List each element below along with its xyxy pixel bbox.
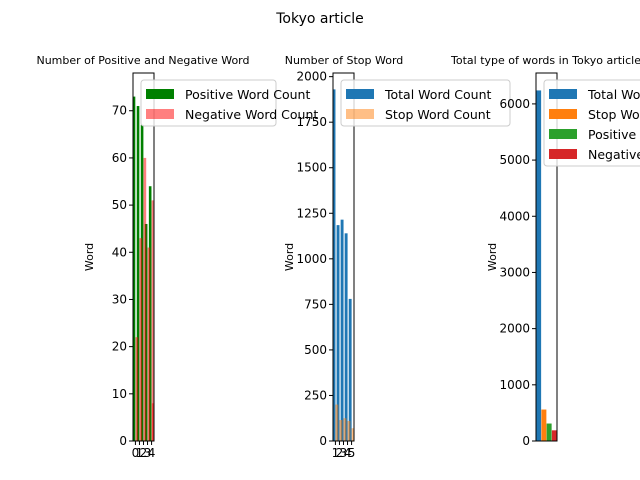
bar [136,106,140,442]
x-tick-label: 3 [144,446,152,460]
figure-title: Tokyo article [275,11,364,27]
legend-box [543,79,640,167]
bar [132,96,136,441]
legend-label: Positive Word Count [588,127,640,142]
y-tick-label: 3000 [499,265,530,279]
y-tick-label: 40 [112,245,127,259]
legend-box [140,79,277,127]
chart-title: Number of Positive and Negative Word [36,54,249,67]
bar [344,233,348,441]
y-tick-label: 20 [112,340,127,354]
x-tick-label: 1 [136,446,144,460]
y-tick-label: 1250 [296,206,327,220]
legend: Positive Word Count Negative Word Count [140,79,318,127]
chart-2: Total type of words in Tokyo article Word… [450,54,640,448]
y-axis-label: Word [83,243,96,271]
x-tick-label: 4 [344,446,352,460]
y-tick-label: 0 [319,434,327,448]
chart-1: Number of Stop Word Word 0 250 500 750 1000 125… [283,54,511,460]
y-tick-label: 1500 [296,161,327,175]
legend-label: Total Word Count [384,87,491,102]
y-tick-label: 6000 [499,97,530,111]
legend-label: Stop Word Count [385,107,491,122]
x-tick-label: 2 [140,446,148,460]
y-tick-label: 1000 [499,378,530,392]
x-tick-label: 4 [148,446,156,460]
legend-label: Total Word Count [587,87,640,102]
charts-container: Number of Positive and Negative Word Word… [36,54,640,460]
bar [343,418,347,441]
axes-frame [535,72,558,442]
x-tick-label: 1 [332,446,340,460]
y-tick-label: 2000 [296,70,327,84]
y-tick-label: 10 [112,387,127,401]
bar [147,247,151,441]
bar [541,409,547,441]
bar [546,423,552,441]
bar [139,238,143,441]
x-tick-label: 3 [340,446,348,460]
y-tick-label: 250 [304,388,327,402]
y-tick-label: 500 [304,343,327,357]
legend-label: Stop Word Count [588,107,640,122]
y-tick-label: 5000 [499,153,530,167]
legend-label: Positive Word Count [185,87,310,102]
y-tick-label: 4000 [499,209,530,223]
chart-title: Total type of words in Tokyo article [450,54,640,67]
y-axis-label: Word [283,243,296,271]
bar [151,200,155,441]
bar [135,337,139,441]
bar [151,403,155,441]
bar [340,219,344,441]
y-tick-label: 750 [304,297,327,311]
bar [551,430,557,441]
bar [351,428,355,441]
y-axis-label: Word [486,243,499,271]
y-tick-label: 30 [112,292,127,306]
legend-swatch [146,89,174,99]
legend-swatch [146,109,174,119]
legend-label: Negative Word Count [185,107,318,122]
legend-swatch [549,129,577,139]
bar [348,298,352,441]
legend-box [340,79,511,127]
bar [347,420,351,441]
legend: Total Word Count Stop Word Count Positive … [543,79,640,167]
legend-swatch [549,109,577,119]
y-tick-label: 60 [112,151,127,165]
bar [336,225,340,441]
bar [335,404,339,441]
x-tick-label: 5 [348,446,356,460]
y-tick-label: 1750 [296,115,327,129]
bar [143,157,147,441]
chart-0: Number of Positive and Negative Word Word… [36,54,318,460]
chart-title: Number of Stop Word [285,54,404,67]
y-tick-label: 50 [112,198,127,212]
y-tick-label: 0 [119,434,127,448]
legend-swatch [549,89,577,99]
x-tick-label: 0 [132,446,140,460]
y-tick-label: 2000 [499,322,530,336]
y-tick-label: 70 [112,104,127,118]
y-tick-label: 0 [522,434,530,448]
x-tick-label: 2 [336,446,344,460]
bar [536,90,542,441]
legend: Total Word Count Stop Word Count [340,79,511,127]
legend-swatch [346,109,374,119]
legend-label: Negative Word Count [588,147,640,162]
legend-swatch [549,149,577,159]
bar [332,89,336,441]
y-tick-label: 1000 [296,252,327,266]
legend-swatch [346,89,374,99]
bar [339,420,343,441]
